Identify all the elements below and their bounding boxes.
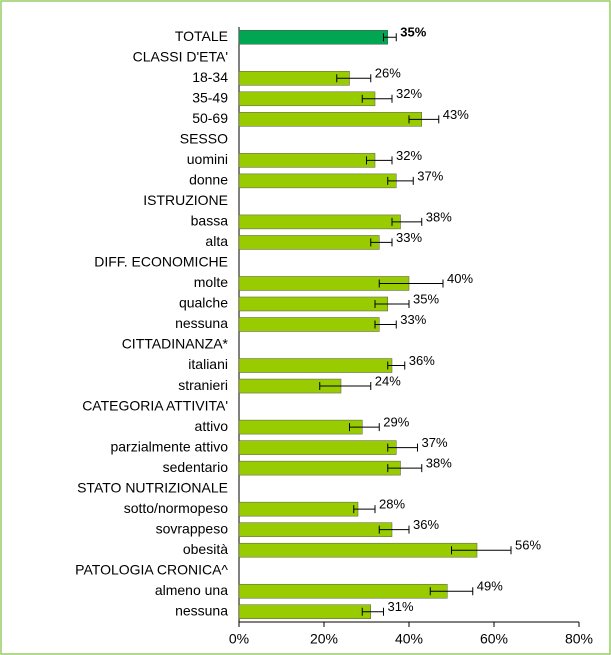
error-bar: [374, 299, 410, 308]
bar: [238, 91, 376, 107]
bar: [238, 153, 376, 168]
bar: [238, 112, 422, 127]
category-label: SESSO: [180, 131, 228, 147]
category-label: sotto/normopeso: [124, 500, 228, 516]
error-bar: [408, 115, 440, 124]
value-label: 37%: [417, 168, 443, 183]
value-label: 36%: [409, 353, 435, 368]
bar: [238, 440, 397, 455]
bar: [238, 358, 393, 373]
category-label: DIFF. ECONOMICHE: [94, 254, 228, 270]
error-bar: [391, 217, 423, 226]
category-label: STATO NUTRIZIONALE: [77, 479, 228, 495]
error-bar: [361, 94, 393, 103]
category-label: TOTALE: [175, 28, 228, 44]
value-label: 49%: [477, 579, 503, 594]
error-bar: [387, 464, 423, 473]
category-label: CLASSI D'ETA': [133, 48, 228, 64]
category-label: PATOLOGIA CRONICA^: [75, 561, 228, 577]
error-bar: [319, 382, 372, 391]
category-label: qualche: [179, 295, 228, 311]
category-label: CITTADINANZA*: [122, 336, 229, 352]
bar: [238, 30, 388, 45]
category-label: nessuna: [175, 315, 228, 331]
value-label: 28%: [379, 497, 405, 512]
error-bar: [387, 176, 414, 185]
category-label: alta: [205, 233, 228, 249]
x-tick-label: 0%: [229, 631, 249, 647]
bar: [238, 419, 363, 435]
value-label: 33%: [400, 312, 426, 327]
value-label: 36%: [413, 517, 439, 532]
bar: [238, 71, 350, 86]
value-label: 56%: [515, 538, 541, 553]
category-label: obesità: [183, 541, 228, 557]
category-label: molte: [194, 274, 228, 290]
bar: [238, 235, 380, 250]
error-bar: [370, 238, 393, 247]
bar: [238, 542, 478, 558]
bar: [238, 173, 397, 189]
category-label: donne: [189, 172, 228, 188]
value-label: 43%: [443, 107, 469, 122]
x-tick-label: 20%: [310, 631, 338, 647]
category-label: ISTRUZIONE: [143, 192, 228, 208]
bar: [238, 317, 380, 332]
error-bar: [366, 156, 393, 165]
value-label: 33%: [396, 230, 422, 245]
category-label: 18-34: [192, 69, 228, 85]
value-label: 40%: [447, 271, 473, 286]
error-bar: [378, 525, 410, 534]
category-label: 50-69: [192, 110, 228, 126]
error-bar: [387, 443, 418, 452]
value-label: 37%: [422, 435, 448, 450]
category-label: stranieri: [178, 377, 228, 393]
x-tick-label: 40%: [395, 631, 423, 647]
category-label: CATEGORIA ATTIVITA': [82, 397, 228, 413]
error-bar: [378, 279, 444, 288]
bar: [238, 501, 359, 517]
category-label: parzialmente attivo: [110, 438, 228, 454]
bar: [238, 296, 388, 312]
bar: [238, 460, 401, 476]
value-label: 29%: [383, 415, 409, 430]
category-label: italiani: [188, 356, 228, 372]
category-label: almeno una: [155, 582, 228, 598]
value-label: 38%: [426, 209, 452, 224]
bar: [238, 583, 448, 599]
error-bar: [353, 505, 376, 514]
value-label: 35%: [413, 291, 439, 306]
value-label: 26%: [375, 66, 401, 81]
error-bar: [387, 361, 406, 370]
value-label: 24%: [375, 373, 401, 388]
value-label: 31%: [388, 599, 414, 614]
x-tick-label: 60%: [480, 631, 508, 647]
bar: [238, 522, 393, 537]
category-label: attivo: [195, 418, 229, 434]
value-label: 32%: [396, 86, 422, 101]
error-bar: [429, 587, 474, 596]
error-bar: [451, 546, 512, 555]
bar: [238, 214, 401, 230]
x-tick-label: 80%: [565, 631, 593, 647]
category-label: bassa: [191, 213, 229, 229]
error-bar: [361, 607, 384, 616]
value-label: 38%: [426, 456, 452, 471]
category-label: sedentario: [163, 459, 229, 475]
value-label: 32%: [396, 148, 422, 163]
category-label: sovrappeso: [156, 520, 229, 536]
error-bar: [383, 33, 397, 42]
bar: [238, 604, 371, 619]
category-label: 35-49: [192, 90, 228, 106]
value-label: 35%: [400, 25, 426, 40]
error-bar: [374, 320, 397, 329]
error-bar: [349, 423, 380, 432]
category-label: uomini: [187, 151, 228, 167]
error-bar: [336, 74, 372, 83]
category-label: nessuna: [175, 602, 228, 618]
